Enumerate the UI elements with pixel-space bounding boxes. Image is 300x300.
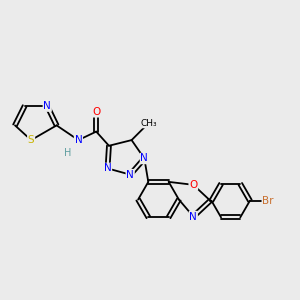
Text: H: H bbox=[64, 148, 72, 158]
Text: S: S bbox=[28, 135, 34, 145]
Text: O: O bbox=[189, 180, 197, 190]
Text: N: N bbox=[126, 169, 134, 180]
Text: N: N bbox=[74, 135, 82, 145]
Text: N: N bbox=[189, 212, 197, 221]
Text: O: O bbox=[92, 107, 100, 117]
Text: CH₃: CH₃ bbox=[140, 118, 157, 127]
Text: N: N bbox=[44, 101, 51, 111]
Text: N: N bbox=[140, 154, 148, 164]
Text: N: N bbox=[104, 164, 111, 173]
Text: Br: Br bbox=[262, 196, 274, 206]
